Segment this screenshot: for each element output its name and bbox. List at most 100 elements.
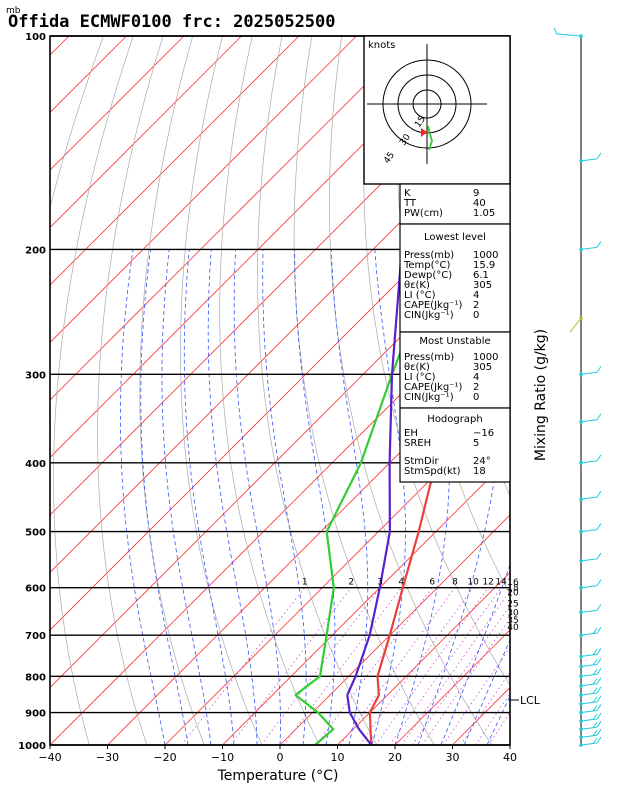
indices-box-hodograph — [399, 407, 511, 483]
isotherm-line — [50, 36, 185, 171]
wind-barb — [579, 523, 602, 534]
index-label: Press(mb) — [404, 250, 454, 261]
y-tick-label: 800 — [25, 672, 46, 683]
moist-adiabat-line — [120, 249, 166, 745]
index-label: Dewp(°C) — [404, 270, 452, 281]
x-tick-label: −40 — [38, 751, 61, 764]
mixing-ratio-label: 35 — [507, 616, 518, 626]
moist-adiabat-line — [161, 249, 212, 745]
x-tick-label: −30 — [96, 751, 119, 764]
index-value: 6.1 — [473, 270, 489, 281]
wind-barb — [579, 712, 602, 723]
wind-barb — [579, 604, 602, 615]
mixing-ratio-line — [442, 646, 510, 745]
dry-adiabat-line — [610, 36, 618, 745]
x-tick-label: −20 — [153, 751, 176, 764]
mixing-ratio-label: 3 — [377, 578, 383, 588]
hodograph-box-heading: Hodograph — [427, 414, 482, 425]
mixing-ratio-line — [412, 605, 510, 745]
wind-barb — [579, 454, 602, 465]
mixing-ratio-label: 4 — [398, 578, 404, 588]
index-label: PW(cm) — [404, 208, 443, 219]
index-label: StmSpd(kt) — [404, 466, 461, 477]
mixing-ratio-label: 2 — [348, 578, 354, 588]
index-value: 40 — [473, 198, 486, 209]
y-tick-label: 300 — [25, 370, 46, 381]
isotherm-line — [50, 36, 415, 401]
mixing-ratio-line — [475, 692, 510, 745]
background-lines — [50, 36, 618, 745]
index-label: Press(mb) — [404, 352, 454, 363]
most-unstable-heading: Most Unstable — [419, 336, 490, 347]
index-value: 15.9 — [473, 260, 495, 271]
wind-barb — [579, 728, 602, 740]
index-label: CAPE(Jkg⁻¹) — [404, 300, 462, 311]
wind-barb — [579, 658, 602, 669]
moist-adiabat-line — [509, 744, 510, 745]
mixing-ratio-label: 20 — [507, 589, 519, 599]
mixing-ratio-label: 16 — [507, 578, 519, 588]
dry-adiabat-line — [50, 36, 104, 210]
hodograph-trace — [427, 125, 433, 151]
isotherm-line — [164, 399, 510, 745]
index-value: 2 — [473, 300, 479, 311]
index-label: CIN(Jkg⁻¹) — [404, 310, 454, 321]
index-label: CIN(Jkg⁻¹) — [404, 392, 454, 403]
unit-mb-label: mb — [6, 6, 21, 16]
wind-barb — [569, 316, 583, 333]
wind-barb — [579, 241, 602, 252]
dry-adiabat-line — [257, 36, 378, 745]
mixing-ratio-label: 25 — [507, 599, 518, 609]
mixing-ratio-label: 8 — [452, 578, 458, 588]
dry-adiabat-line — [363, 36, 510, 687]
mixing-ratio-line — [488, 712, 510, 745]
isotherm-line — [50, 36, 242, 229]
temperature-profile-line — [368, 286, 510, 745]
x-tick-label: −10 — [211, 751, 234, 764]
isotherm-line — [509, 744, 510, 745]
wind-barb — [579, 686, 602, 697]
index-value: 2 — [473, 382, 479, 393]
isotherm-line — [50, 36, 472, 459]
wind-barb — [579, 677, 602, 688]
lowest-level-heading: Lowest level — [424, 232, 486, 243]
index-label: EH — [404, 428, 418, 439]
mixing-ratio-label: 18 — [507, 584, 519, 594]
index-label: θε(K) — [404, 362, 430, 373]
lcl-marker: LCL — [510, 694, 541, 707]
wind-barb — [579, 720, 602, 732]
y-tick-label: 700 — [25, 631, 46, 642]
mixing-ratio-line — [359, 587, 474, 745]
moist-adiabat-line — [294, 249, 336, 745]
y-tick-label: 400 — [25, 459, 46, 470]
wind-barb — [579, 490, 602, 501]
indices-box-top — [399, 183, 511, 225]
indices-box-most-unstable — [399, 331, 511, 409]
isotherm-line — [50, 169, 510, 631]
isotherm-line — [50, 36, 357, 344]
moist-adiabat-line — [233, 249, 281, 745]
chart-title: Offida ECMWF0100 frc: 2025052500 — [8, 12, 336, 32]
index-label: Temp(°C) — [403, 260, 451, 271]
x-tick-label: 40 — [503, 751, 517, 764]
storm-motion-marker — [421, 128, 427, 137]
index-value: 24° — [473, 456, 491, 467]
y-tick-label: 1000 — [18, 741, 46, 752]
index-label: TT — [403, 198, 417, 209]
x-tick-label: 20 — [388, 751, 402, 764]
index-value: 1.05 — [473, 208, 495, 219]
moist-adiabat-line — [262, 249, 307, 745]
index-value: 1000 — [473, 250, 498, 261]
mixing-ratio-line — [375, 587, 489, 745]
x-tick-label: 0 — [277, 751, 284, 764]
index-value: 1000 — [473, 352, 498, 363]
mixing-ratio-line — [230, 587, 352, 745]
mixing-ratio-label: 1 — [302, 578, 308, 588]
dry-adiabat-line — [550, 36, 618, 745]
dry-adiabat-line — [580, 36, 618, 745]
x-tick-label: 10 — [331, 751, 345, 764]
